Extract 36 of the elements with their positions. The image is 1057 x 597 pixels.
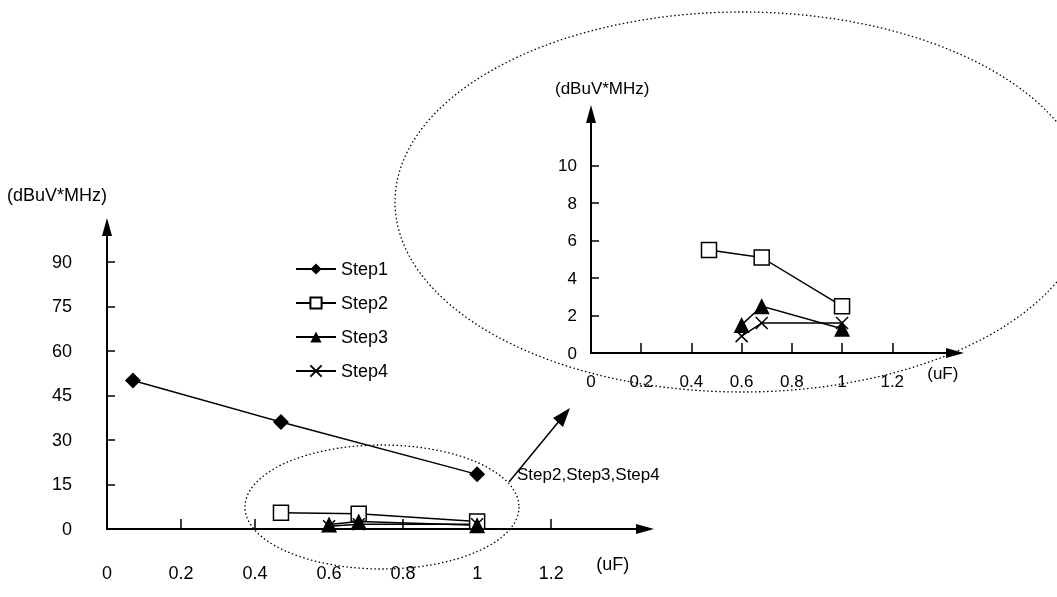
y-tick-label: 4 <box>567 268 577 288</box>
x-tick-label: 0.6 <box>316 563 342 583</box>
x-tick-label: 1.2 <box>880 372 905 391</box>
y-tick-label: 75 <box>51 296 72 317</box>
y-axis-title: (dBuV*MHz) <box>6 185 107 205</box>
x-tick-label: 1 <box>472 563 483 583</box>
x-tick-label: 0 <box>101 563 113 583</box>
legend-label: Step2 <box>341 293 389 313</box>
y-tick-label: 30 <box>51 429 72 450</box>
x-tick-label: 0.4 <box>679 372 704 391</box>
x-tick-label: 0.2 <box>168 563 194 583</box>
x-tick-label: 1 <box>837 372 847 391</box>
x-tick-label: 0.8 <box>390 563 416 583</box>
x-axis-title: (uF) <box>927 363 959 383</box>
y-tick-label: 15 <box>51 474 72 495</box>
y-tick-label: 90 <box>51 251 72 272</box>
y-tick-label: 60 <box>51 340 72 361</box>
y-tick-label: 6 <box>567 231 577 251</box>
x-tick-label: 0.4 <box>242 563 268 583</box>
x-tick-label: 0.8 <box>780 372 804 391</box>
legend-label: Step1 <box>341 259 389 279</box>
x-tick-label: 0.2 <box>629 372 654 391</box>
y-tick-label: 8 <box>567 193 577 213</box>
y-tick-label: 0 <box>61 519 72 539</box>
x-tick-label: 0.6 <box>729 372 754 391</box>
y-tick-label: 0 <box>567 343 577 363</box>
legend-label: Step3 <box>341 327 389 347</box>
y-tick-label: 10 <box>558 156 577 176</box>
x-axis-title: (uF) <box>596 554 630 574</box>
x-tick-label: 1.2 <box>538 563 564 583</box>
annotation: Step2,Step3,Step4 <box>517 465 660 484</box>
y-tick-label: 2 <box>567 306 577 326</box>
legend-label: Step4 <box>341 361 389 381</box>
y-tick-label: 45 <box>51 385 72 406</box>
x-tick-label: 0 <box>586 372 596 391</box>
y-axis-title: (dBuV*MHz) <box>555 79 650 98</box>
